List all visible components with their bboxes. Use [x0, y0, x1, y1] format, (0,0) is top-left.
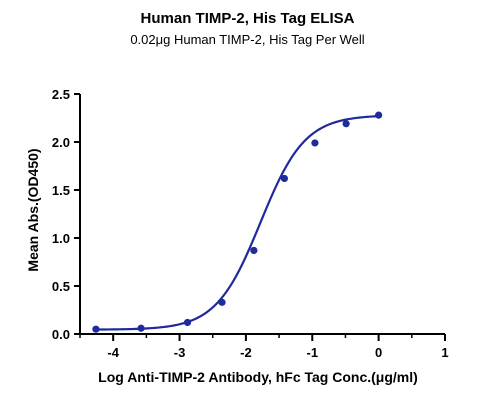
data-point	[92, 325, 100, 333]
data-point	[280, 174, 288, 183]
x-tick-label: -1	[306, 345, 318, 360]
x-tick-label: -3	[174, 345, 186, 360]
data-point	[137, 324, 145, 332]
y-tick-label: 0.5	[52, 279, 70, 294]
x-tick-label: 0	[375, 345, 382, 360]
x-tick-label: -2	[240, 345, 252, 360]
y-tick-label: 2.0	[52, 135, 70, 150]
chart-subtitle: 0.02μg Human TIMP-2, His Tag Per Well	[130, 32, 365, 47]
y-axis-label: Mean Abs.(OD450)	[25, 148, 41, 271]
y-axis: 0.0 0.5 1.0 1.5 2.0 2.5	[52, 87, 81, 342]
y-tick-label: 1.5	[52, 183, 70, 198]
fit-curve	[95, 115, 379, 331]
data-point	[342, 120, 350, 128]
y-tick-label: 1.0	[52, 231, 70, 246]
x-tick-label: -4	[107, 345, 119, 360]
data-point	[250, 246, 258, 255]
x-axis: -4 -3 -2 -1 0 1	[79, 333, 449, 360]
y-tick-label: 2.5	[52, 87, 70, 102]
data-point	[218, 298, 226, 306]
chart-title: Human TIMP-2, His Tag ELISA	[140, 10, 355, 27]
data-point	[183, 318, 192, 327]
data-points	[92, 111, 383, 333]
data-point	[311, 139, 319, 147]
y-tick-label: 0.0	[52, 327, 70, 342]
data-point	[375, 111, 383, 119]
x-axis-label: Log Anti-TIMP-2 Antibody, hFc Tag Conc.(…	[98, 369, 418, 385]
x-tick-label: 1	[441, 345, 448, 360]
